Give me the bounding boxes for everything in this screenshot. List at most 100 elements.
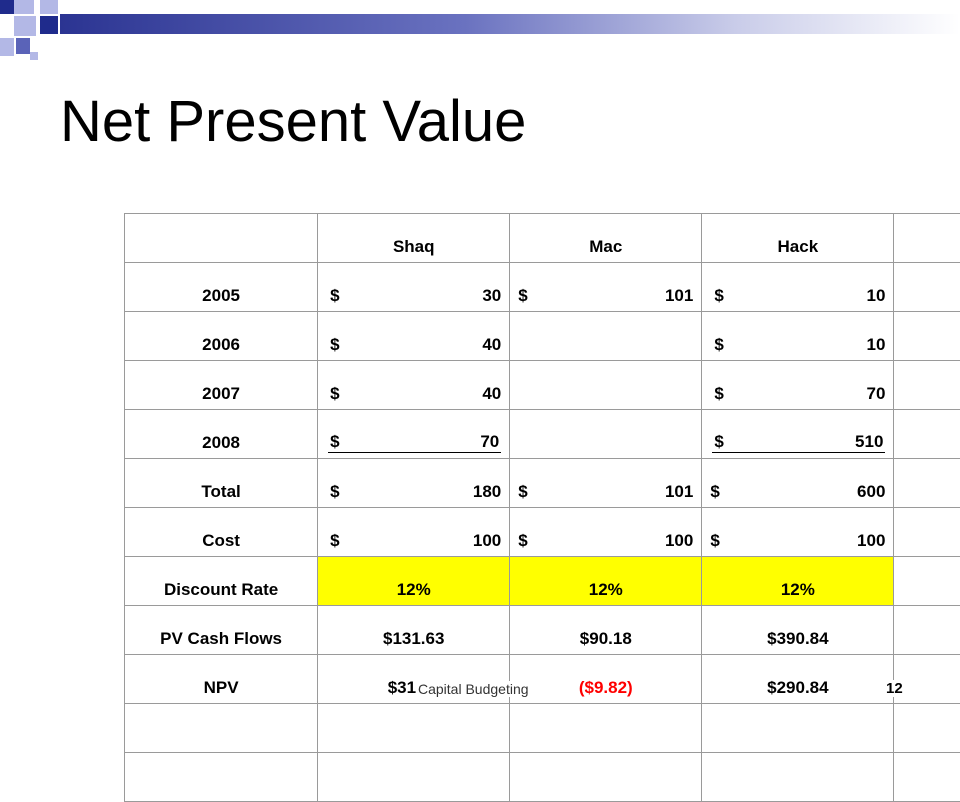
table-cell: $600: [702, 459, 894, 508]
discount-rate-row: Discount Rate 12% 12% 12%: [125, 557, 960, 606]
discount-rate-cell: 12%: [510, 557, 702, 606]
decor-square: [30, 52, 38, 60]
cell-value: 40: [482, 384, 501, 404]
table-row: Cost $100 $100 $100: [125, 508, 960, 557]
decor-square: [14, 16, 36, 36]
table-cell: $101: [510, 263, 702, 312]
table-cell: [894, 557, 960, 606]
table-cell: [894, 410, 960, 459]
table-cell: [125, 753, 318, 802]
slide-footer: Capital Budgeting: [416, 681, 531, 697]
negative-value: ($9.82): [510, 655, 702, 704]
cell-value: $90.18: [510, 606, 702, 655]
table-cell: [510, 753, 702, 802]
npv-table: Shaq Mac Hack 2005 $30 $101 $10 2006 $40…: [124, 213, 960, 802]
header-row: Shaq Mac Hack: [125, 214, 960, 263]
currency-symbol: $: [330, 335, 339, 355]
currency-symbol: $: [714, 286, 723, 306]
table-cell: [894, 214, 960, 263]
column-header-shaq: Shaq: [318, 214, 510, 263]
currency-symbol: $: [330, 286, 339, 306]
currency-symbol: $: [330, 531, 339, 551]
cell-value: 510: [855, 432, 883, 452]
slide-title: Net Present Value: [60, 88, 526, 155]
cell-value: 101: [665, 482, 693, 502]
table-cell: [125, 214, 318, 263]
cell-value: 10: [866, 286, 885, 306]
table-cell: [702, 753, 894, 802]
row-label: Total: [125, 459, 318, 508]
table-cell: [318, 704, 510, 753]
row-label: 2008: [125, 410, 318, 459]
table-cell: $101: [510, 459, 702, 508]
table-cell: [894, 704, 960, 753]
table-cell: [125, 704, 318, 753]
table-cell: $30: [318, 263, 510, 312]
cell-value: 101: [665, 286, 693, 306]
table-cell: $510: [702, 410, 894, 459]
row-label: NPV: [125, 655, 318, 704]
table-cell: [894, 606, 960, 655]
table-cell: [894, 312, 960, 361]
table-cell: [510, 410, 702, 459]
table-cell: [894, 508, 960, 557]
table-cell: $100: [318, 508, 510, 557]
cell-value: 100: [857, 531, 885, 551]
decor-square: [40, 16, 58, 34]
cell-value: 70: [866, 384, 885, 404]
table-row: [125, 704, 960, 753]
table-cell: $100: [510, 508, 702, 557]
discount-rate-cell: 12%: [318, 557, 510, 606]
cell-value: $131.63: [318, 606, 510, 655]
table-cell: $40: [318, 361, 510, 410]
currency-symbol: $: [714, 384, 723, 404]
decor-square: [16, 38, 30, 54]
table-row: 2008 $70 $510: [125, 410, 960, 459]
cell-value: 30: [482, 286, 501, 306]
decor-square: [0, 0, 14, 14]
header-gradient-bar: [60, 14, 960, 34]
table-cell: $100: [702, 508, 894, 557]
table-cell: $70: [702, 361, 894, 410]
cell-value: 100: [665, 531, 693, 551]
currency-symbol: $: [330, 384, 339, 404]
currency-symbol: $: [330, 432, 339, 452]
currency-symbol: $: [714, 432, 723, 452]
currency-symbol: $: [518, 482, 527, 502]
table-row: 2005 $30 $101 $10: [125, 263, 960, 312]
row-label: Discount Rate: [125, 557, 318, 606]
table-cell: $10: [702, 263, 894, 312]
table-cell: [894, 263, 960, 312]
table-cell: $10: [702, 312, 894, 361]
table-cell: [510, 361, 702, 410]
table-cell: $70: [318, 410, 510, 459]
currency-symbol: $: [710, 482, 719, 502]
table-cell: [894, 361, 960, 410]
table-cell: [894, 753, 960, 802]
npv-row: NPV $31.63 ($9.82) $290.84: [125, 655, 960, 704]
cell-value: 10: [866, 335, 885, 355]
discount-rate-cell: 12%: [702, 557, 894, 606]
row-label: 2005: [125, 263, 318, 312]
currency-symbol: $: [330, 482, 339, 502]
cell-value: 180: [473, 482, 501, 502]
column-header-mac: Mac: [510, 214, 702, 263]
table-cell: $40: [318, 312, 510, 361]
table-row: 2007 $40 $70: [125, 361, 960, 410]
cell-value: 40: [482, 335, 501, 355]
cell-value: 70: [480, 432, 499, 452]
table-cell: [702, 704, 894, 753]
column-header-hack: Hack: [702, 214, 894, 263]
cell-value: $290.84: [702, 655, 894, 704]
row-label: PV Cash Flows: [125, 606, 318, 655]
table-row: 2006 $40 $10: [125, 312, 960, 361]
table-row: [125, 753, 960, 802]
table-cell: [510, 704, 702, 753]
table-cell: [318, 753, 510, 802]
currency-symbol: $: [714, 335, 723, 355]
table-row: Total $180 $101 $600: [125, 459, 960, 508]
table-cell: [510, 312, 702, 361]
row-label: 2006: [125, 312, 318, 361]
row-label: 2007: [125, 361, 318, 410]
decor-square: [14, 0, 34, 14]
